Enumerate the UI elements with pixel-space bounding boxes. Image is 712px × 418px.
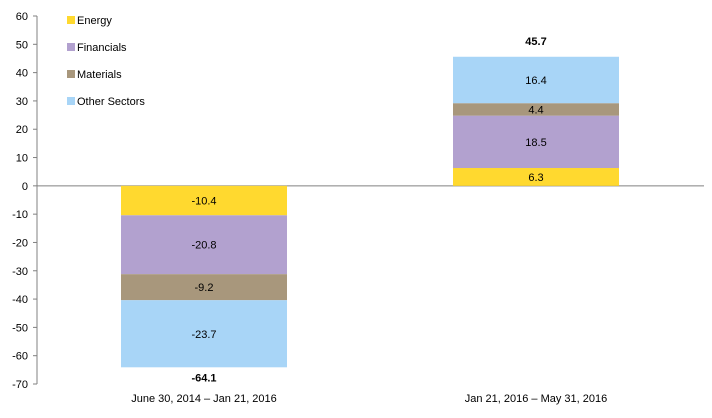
y-tick-label: 30 (16, 96, 28, 108)
legend-label: Materials (77, 69, 122, 81)
y-tick-label: -50 (12, 322, 28, 334)
bar-segment (453, 168, 619, 186)
segment-value-label: 6.3 (528, 172, 543, 184)
legend-swatch (67, 70, 75, 78)
legend-label: Energy (77, 15, 112, 27)
category-labels: June 30, 2014 – Jan 21, 2016 Jan 21, 2016… (131, 393, 607, 405)
y-tick-label: 50 (16, 39, 28, 51)
y-tick-label: -70 (12, 379, 28, 391)
bar-segment (453, 103, 619, 116)
bar-segment (121, 274, 287, 301)
y-tick-label: -10 (12, 209, 28, 221)
legend: Energy Financials Materials Other Sectors (67, 15, 145, 108)
y-tick-label: 10 (16, 153, 28, 165)
category-label: Jan 21, 2016 – May 31, 2016 (465, 393, 608, 405)
bar-segment (121, 300, 287, 368)
segment-value-label: 4.4 (528, 104, 543, 116)
y-tick-label: 20 (16, 124, 28, 136)
segment-value-label: -23.7 (191, 329, 216, 341)
y-tick-label: -20 (12, 237, 28, 249)
total-value-label: 45.7 (525, 36, 546, 48)
segment-value-label: 18.5 (525, 137, 546, 149)
bar-segment (453, 56, 619, 104)
segment-value-label: 16.4 (525, 75, 546, 87)
segment-value-label: -9.2 (195, 282, 214, 294)
bar-segment (121, 185, 287, 216)
legend-swatch (67, 97, 75, 105)
y-tick-label: 60 (16, 11, 28, 23)
y-tick-label: 40 (16, 68, 28, 80)
legend-swatch (67, 16, 75, 24)
y-tick-label: 0 (22, 181, 28, 193)
segment-value-label: -10.4 (191, 196, 216, 208)
segment-value-label: -20.8 (191, 240, 216, 252)
bar-segment (121, 215, 287, 275)
legend-label: Financials (77, 42, 127, 54)
y-tick-label: -30 (12, 266, 28, 278)
y-tick-label: -60 (12, 351, 28, 363)
category-label: June 30, 2014 – Jan 21, 2016 (131, 393, 277, 405)
y-tick-label: -40 (12, 294, 28, 306)
bars: -10.4 -20.8 -9.2 -23.7 -64.1 6.3 18.5 4.4 16.4 45… (121, 36, 619, 384)
legend-swatch (67, 43, 75, 51)
legend-label: Other Sectors (77, 96, 145, 108)
bar-segment (453, 115, 619, 169)
total-value-label: -64.1 (191, 372, 216, 384)
